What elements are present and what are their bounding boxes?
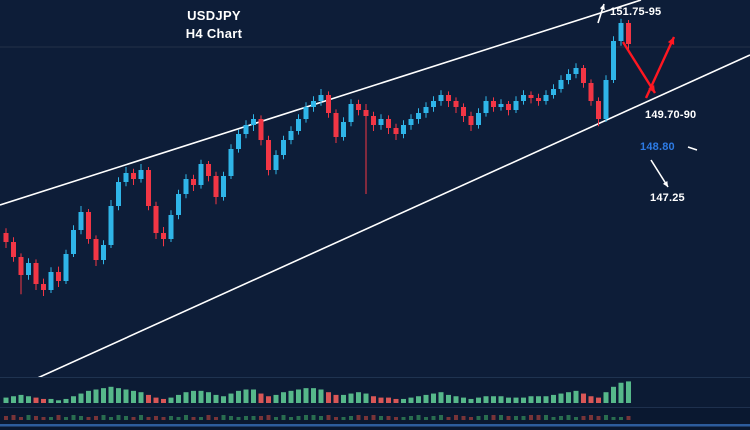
candles-layer <box>3 18 631 296</box>
chart-title: USDJPY H4 Chart <box>166 7 262 43</box>
price-label-resistance: 151.75-95 <box>610 6 662 18</box>
indicator-ticks <box>4 415 631 420</box>
price-label-target: 147.25 <box>650 192 685 204</box>
momentum-histogram-panel <box>0 377 750 407</box>
price-label-mid: 148.80 <box>640 141 675 153</box>
indicator-baseline <box>0 424 750 427</box>
projection-up-arrow <box>644 36 676 99</box>
arrows-layer <box>597 3 698 188</box>
price-label-pullback-zone: 149.70-90 <box>645 109 697 121</box>
channel-lower <box>37 54 750 377</box>
momentum-histogram <box>3 381 631 403</box>
secondary-indicator <box>0 415 750 427</box>
symbol-label: USDJPY <box>187 8 241 23</box>
secondary-indicator-panel <box>0 407 750 430</box>
histogram-bars <box>3 381 631 403</box>
candlestick-chart <box>0 0 750 377</box>
projection-down-arrow <box>621 41 657 94</box>
tick-dash <box>687 146 698 151</box>
timeframe-label: H4 Chart <box>185 26 243 41</box>
trendlines-layer <box>0 0 750 377</box>
